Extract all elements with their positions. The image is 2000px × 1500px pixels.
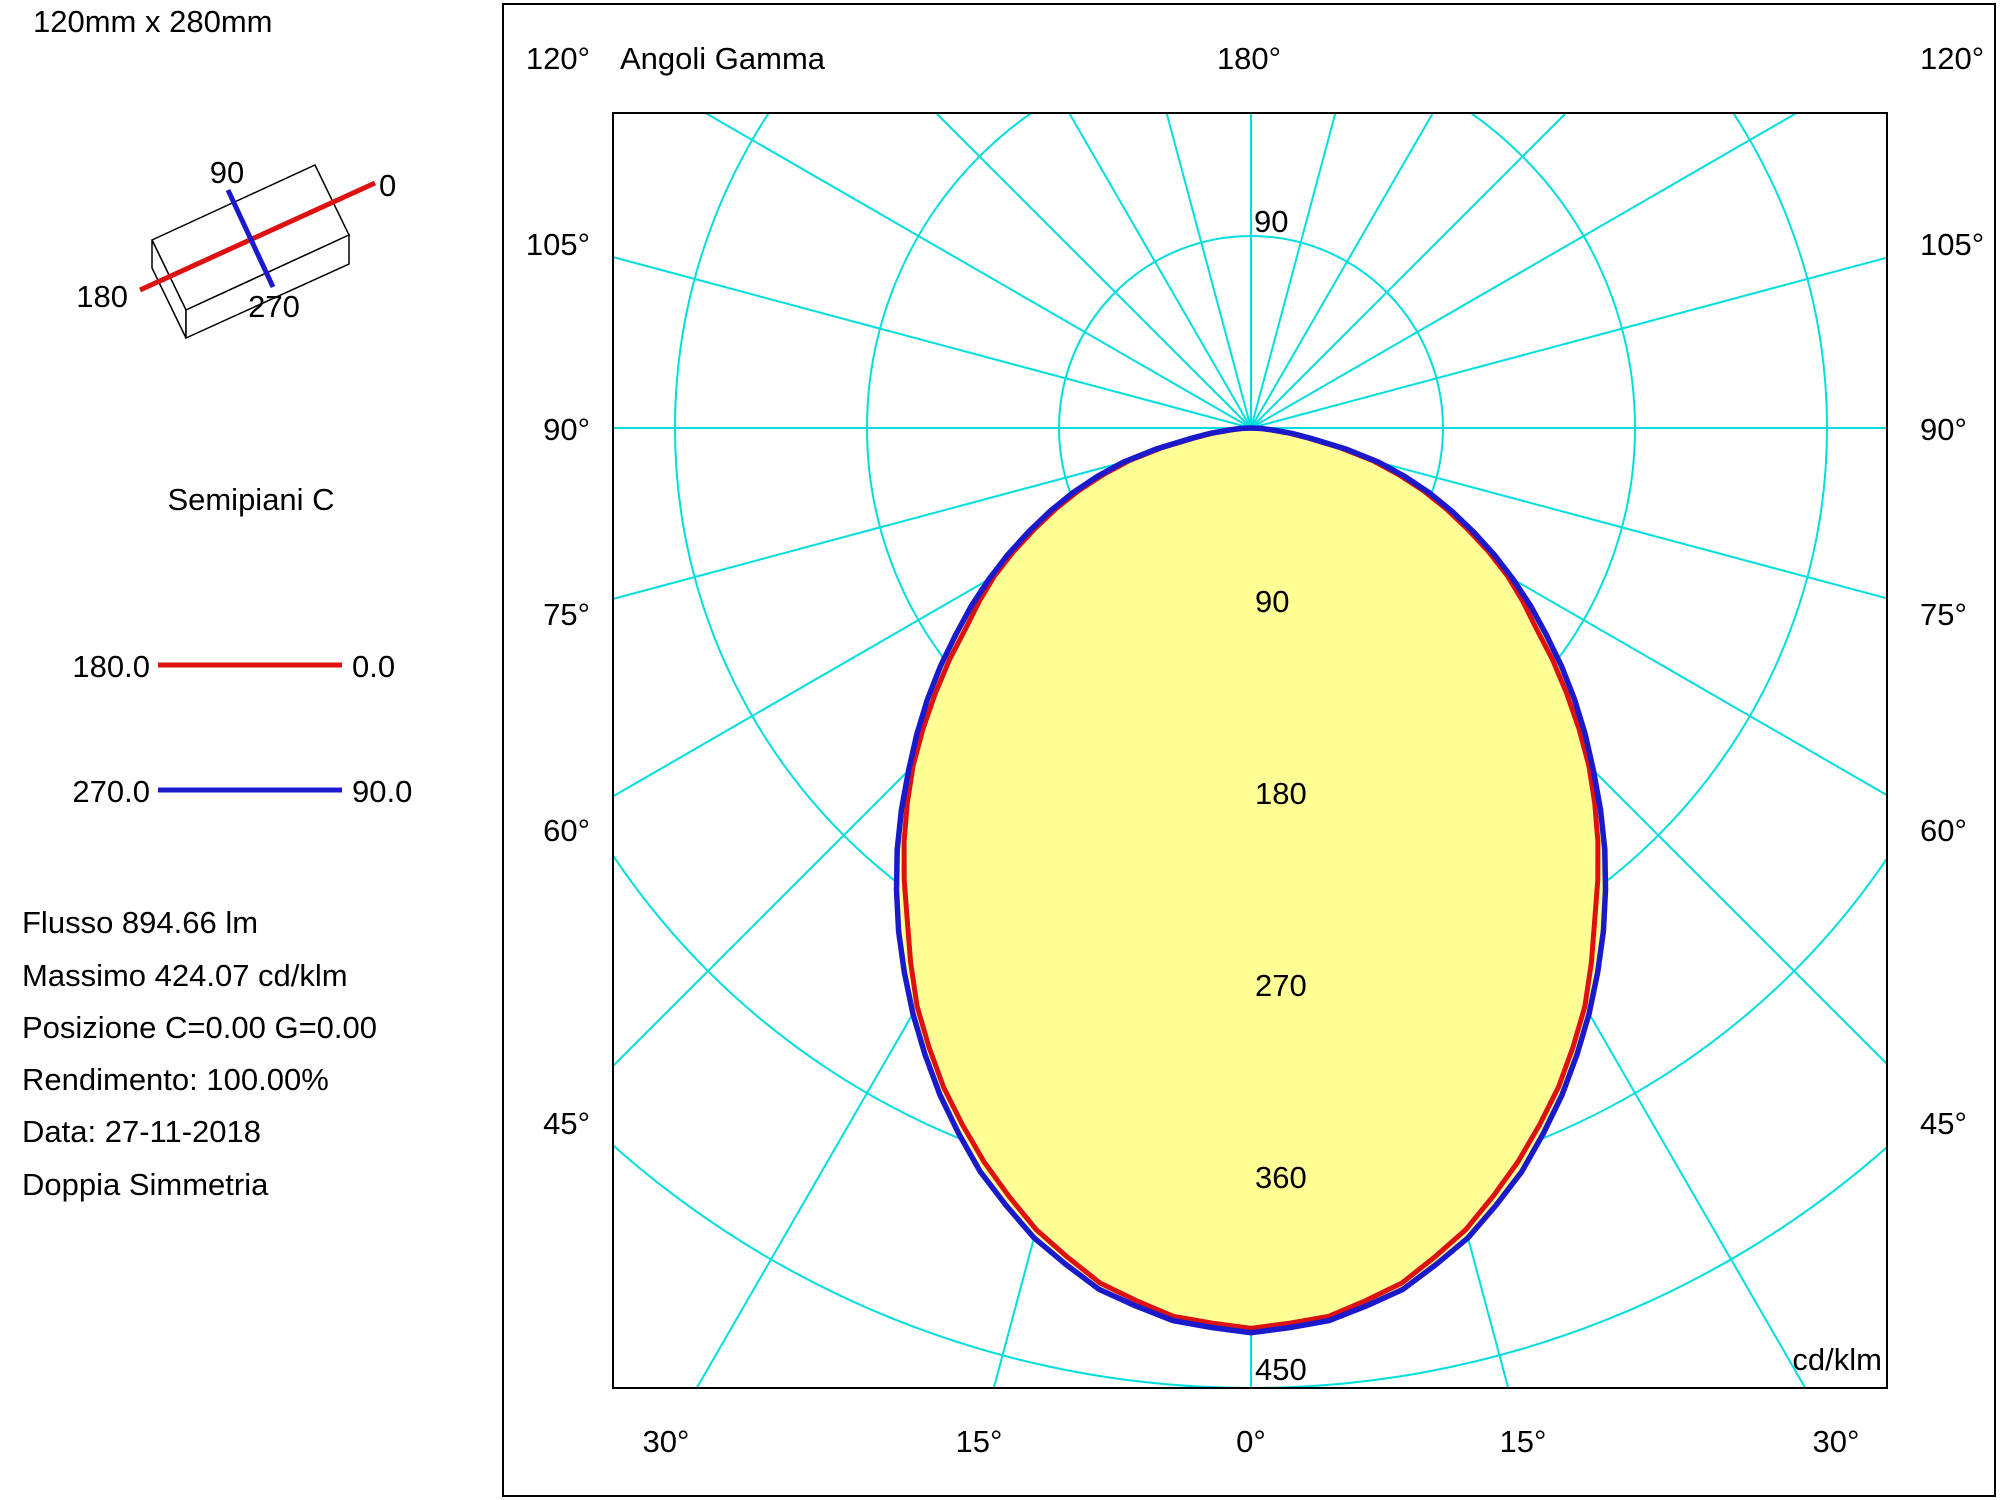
c90-c270-axis-line [225, 188, 276, 289]
stat-data: Data: 27-11-2018 [22, 1114, 261, 1149]
ring-label: 270 [1255, 968, 1307, 1003]
angle-label-right: 105° [1920, 227, 1984, 262]
angle-label-right: 60° [1920, 813, 1967, 848]
angle-label-right: 75° [1920, 597, 1967, 632]
box-label-270: 270 [248, 289, 300, 324]
angle-label-bottom: 15° [956, 1424, 1003, 1459]
stat-posizione: Posizione C=0.00 G=0.00 [22, 1010, 377, 1045]
angle-label-bottom: 0° [1236, 1424, 1266, 1459]
stat-simmetria: Doppia Simmetria [22, 1167, 269, 1202]
grid-ray [1250, 256, 1887, 429]
ring-label-top: 90 [1254, 204, 1288, 239]
unit-label: cd/klm [1792, 1342, 1882, 1377]
intensity-curves [893, 425, 1609, 1336]
grid-ray [613, 427, 1252, 600]
grid-ray [934, 113, 1252, 429]
semipiani-title: Semipiani C [167, 482, 334, 517]
ring-label: 450 [1255, 1352, 1307, 1387]
angle-label-left: 105° [526, 227, 590, 262]
grid-ray [1067, 113, 1252, 429]
grid-ray [1165, 113, 1252, 429]
luminaire-dimensions-label: 120mm x 280mm [33, 4, 272, 39]
angle-label-right: 45° [1920, 1106, 1967, 1141]
angle-label-bottom: 30° [1813, 1424, 1860, 1459]
legend-row2-left-label: 270.0 [72, 774, 150, 809]
angle-label-bottom: 15° [1500, 1424, 1547, 1459]
grid-ray [703, 113, 1252, 429]
angle-label-left: 75° [543, 597, 590, 632]
c0-c180-axis-line [138, 180, 377, 293]
angle-label-right: 90° [1920, 412, 1967, 447]
ring-label: 360 [1255, 1160, 1307, 1195]
angle-label-left: 120° [526, 41, 590, 76]
legend-row1-right-label: 0.0 [352, 649, 395, 684]
angle-label-right: 120° [1920, 41, 1984, 76]
ring-label: 90 [1255, 584, 1289, 619]
chart-outer-frame [502, 3, 1996, 1497]
grid-ray [1250, 427, 1887, 600]
polar-plot-border [612, 112, 1888, 1389]
box-label-0: 0 [379, 168, 396, 203]
luminaire-box-diagram [138, 164, 377, 340]
angle-label-left: 45° [543, 1106, 590, 1141]
gamma-labels-right: 120° 105° 90° 75° 60° 45° [1920, 41, 1984, 1141]
grid-ray [1250, 113, 1435, 429]
legend-row2-right-label: 90.0 [352, 774, 412, 809]
gamma-labels-left: 120° 105° 90° 75° 60° 45° [526, 41, 590, 1141]
grid-ray [1250, 113, 1337, 429]
angle-label-bottom: 30° [643, 1424, 690, 1459]
ring-label: 180 [1255, 776, 1307, 811]
grid-ray [613, 256, 1252, 429]
curve-fill [896, 428, 1606, 1333]
legend: 180.0 0.0 270.0 90.0 [72, 649, 412, 809]
stat-rendimento: Rendimento: 100.00% [22, 1062, 329, 1097]
grid-ray [1250, 113, 1799, 429]
stat-flusso: Flusso 894.66 lm [22, 905, 258, 940]
angle-label-left: 90° [543, 412, 590, 447]
gamma-180-top-label: 180° [1217, 41, 1281, 76]
grid-ray [1250, 113, 1568, 429]
gamma-labels-bottom: 30° 15° 0° 15° 30° [643, 1424, 1860, 1459]
box-label-90: 90 [210, 155, 244, 190]
box-front-face [185, 233, 350, 340]
chart-title: Angoli Gamma [620, 41, 826, 76]
stats-block: Flusso 894.66 lm Massimo 424.07 cd/klm P… [22, 905, 377, 1202]
curve-c90-c270 [893, 425, 1609, 1336]
legend-row1-left-label: 180.0 [72, 649, 150, 684]
angle-label-left: 60° [543, 813, 590, 848]
stat-massimo: Massimo 424.07 cd/klm [22, 958, 348, 993]
box-label-180: 180 [76, 279, 128, 314]
ring-value-labels: 90 180 270 360 450 90 [1254, 204, 1307, 1387]
